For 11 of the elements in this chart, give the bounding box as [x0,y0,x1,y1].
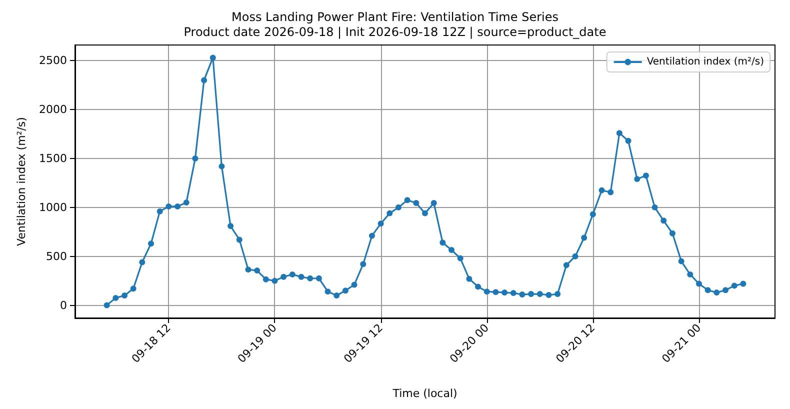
y-tick-label: 2500 [39,54,67,68]
legend-label: Ventilation index (m²/s) [646,56,764,68]
chart-title: Moss Landing Power Plant Fire: Ventilation Time Series [232,10,558,24]
x-axis-title: Time (local) [392,387,458,400]
y-tick-label: 1000 [39,200,67,214]
chart-subtitle: Product date 2026-09-18 | Init 2026-09-18 12Z | source=product_date [184,25,606,39]
y-tick-label: 0 [60,298,67,312]
y-tick-label: 2000 [39,103,67,116]
y-axis-title: Ventilation index (m²/s) [15,117,28,246]
y-tick-label: 500 [46,250,67,263]
y-tick-label: 1500 [39,152,67,166]
